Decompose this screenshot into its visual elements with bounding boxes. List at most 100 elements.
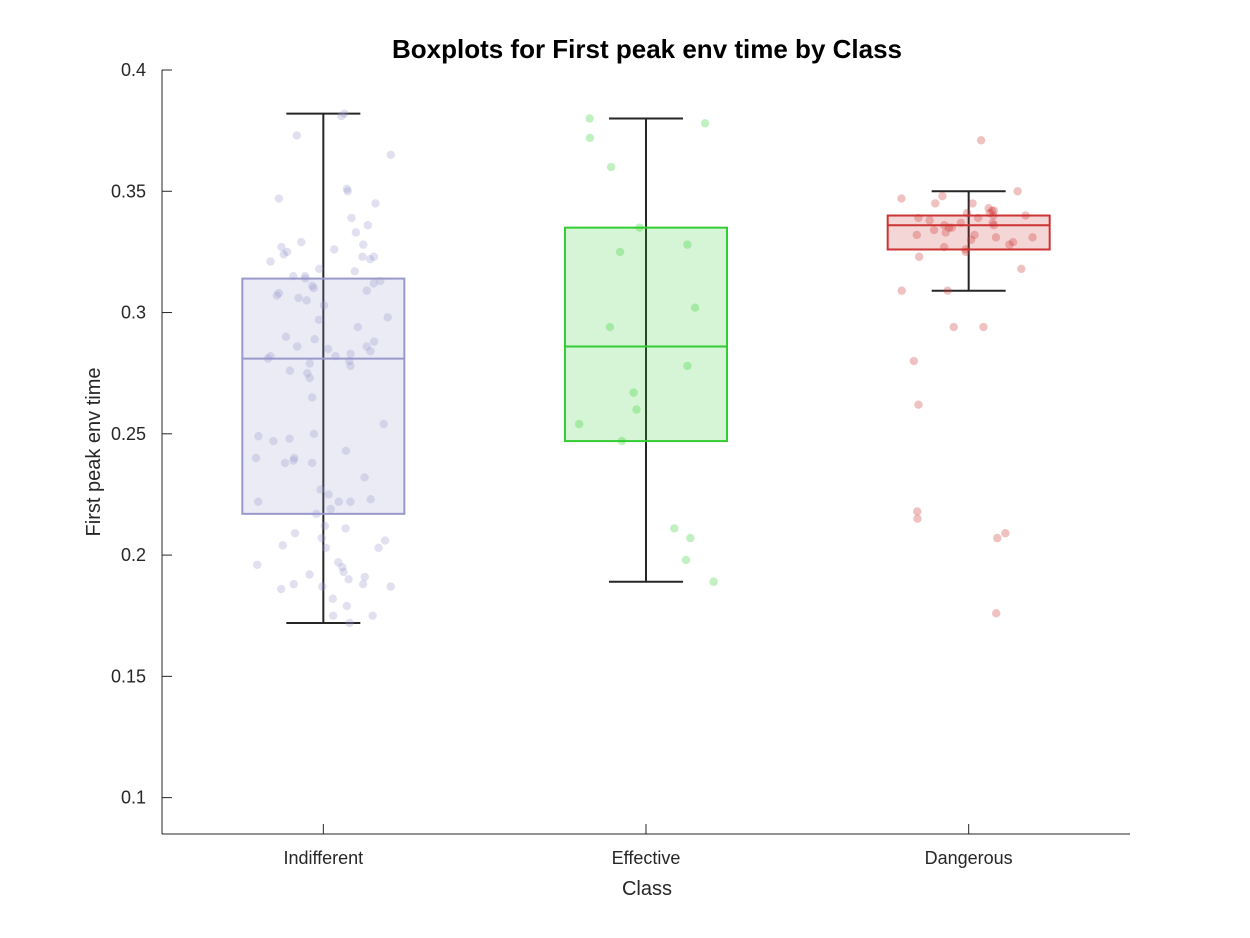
data-point bbox=[342, 601, 352, 611]
data-point bbox=[970, 230, 979, 240]
data-point bbox=[307, 458, 317, 468]
data-point bbox=[274, 288, 284, 298]
data-point bbox=[912, 230, 922, 240]
data-point bbox=[966, 235, 976, 244]
data-point bbox=[376, 276, 385, 286]
data-point bbox=[312, 509, 321, 519]
data-point bbox=[635, 223, 644, 232]
data-point bbox=[344, 575, 353, 584]
data-point bbox=[709, 577, 718, 586]
data-point bbox=[369, 337, 379, 346]
box-dangerous bbox=[886, 214, 1051, 251]
data-point bbox=[939, 242, 949, 252]
data-point bbox=[681, 555, 691, 565]
data-point bbox=[358, 252, 367, 261]
data-point bbox=[368, 611, 377, 620]
x-tick-label: Dangerous bbox=[925, 848, 1013, 868]
data-point bbox=[605, 322, 615, 332]
data-point bbox=[987, 206, 997, 215]
data-point bbox=[353, 322, 363, 332]
data-point bbox=[961, 247, 970, 257]
data-point bbox=[350, 267, 359, 276]
data-point bbox=[992, 609, 1001, 618]
data-point bbox=[690, 303, 700, 312]
data-point bbox=[328, 611, 338, 620]
data-point bbox=[290, 453, 299, 463]
data-point bbox=[700, 119, 710, 128]
data-point bbox=[366, 347, 375, 356]
data-point bbox=[345, 618, 354, 628]
data-point bbox=[968, 199, 977, 208]
data-point bbox=[360, 572, 369, 582]
data-point bbox=[346, 497, 355, 506]
y-tick-label: 0.1 bbox=[121, 788, 146, 808]
data-point bbox=[615, 247, 625, 257]
data-point bbox=[305, 570, 314, 579]
data-point bbox=[914, 400, 923, 409]
data-point bbox=[341, 446, 351, 455]
data-point bbox=[360, 473, 369, 482]
data-point bbox=[320, 521, 330, 531]
data-point bbox=[346, 361, 355, 371]
data-point bbox=[949, 322, 958, 332]
data-point bbox=[272, 291, 282, 300]
data-point bbox=[973, 213, 983, 223]
data-point bbox=[289, 579, 298, 589]
data-point bbox=[575, 419, 584, 429]
data-point bbox=[314, 315, 324, 325]
y-axis-label: First peak env time bbox=[83, 368, 105, 537]
data-point bbox=[617, 436, 627, 446]
data-point bbox=[345, 356, 354, 366]
data-point bbox=[316, 485, 325, 494]
data-point bbox=[254, 432, 263, 441]
data-point bbox=[278, 541, 287, 550]
data-point bbox=[362, 286, 372, 295]
data-point bbox=[318, 582, 327, 591]
data-point bbox=[632, 405, 641, 414]
data-point bbox=[1028, 233, 1037, 242]
data-point bbox=[302, 296, 311, 305]
data-point bbox=[941, 228, 950, 237]
data-point bbox=[266, 257, 275, 266]
data-point bbox=[993, 533, 1002, 543]
data-point bbox=[285, 366, 295, 375]
data-point bbox=[379, 419, 388, 429]
data-point bbox=[310, 335, 319, 344]
data-point bbox=[371, 199, 380, 208]
data-point bbox=[326, 504, 335, 514]
data-point bbox=[956, 218, 966, 227]
data-point bbox=[274, 194, 284, 203]
data-point bbox=[585, 114, 594, 123]
data-point bbox=[1017, 264, 1026, 274]
data-point bbox=[989, 211, 998, 220]
data-point bbox=[340, 109, 349, 118]
data-point bbox=[938, 191, 947, 201]
data-point bbox=[279, 250, 288, 259]
data-point bbox=[985, 208, 995, 218]
data-point bbox=[366, 495, 375, 504]
data-point bbox=[334, 497, 343, 506]
x-tick-label: Effective bbox=[612, 848, 681, 868]
chart-title: Boxplots for First peak env time by Clas… bbox=[392, 34, 902, 64]
data-point bbox=[343, 187, 352, 196]
data-point bbox=[277, 584, 286, 594]
box-indifferent bbox=[241, 277, 406, 515]
data-point bbox=[925, 216, 934, 225]
data-point bbox=[309, 429, 319, 439]
data-point bbox=[251, 453, 261, 463]
data-point bbox=[988, 218, 997, 227]
data-point bbox=[929, 225, 939, 235]
data-point bbox=[943, 286, 952, 295]
data-point bbox=[670, 524, 679, 533]
data-point bbox=[289, 271, 298, 281]
data-point bbox=[362, 342, 371, 351]
data-point bbox=[369, 279, 378, 288]
data-point bbox=[281, 332, 291, 341]
data-point bbox=[321, 543, 331, 553]
data-point bbox=[585, 133, 595, 143]
data-point bbox=[253, 497, 263, 506]
data-point bbox=[984, 204, 993, 213]
data-point bbox=[328, 594, 337, 603]
data-point bbox=[277, 242, 286, 252]
